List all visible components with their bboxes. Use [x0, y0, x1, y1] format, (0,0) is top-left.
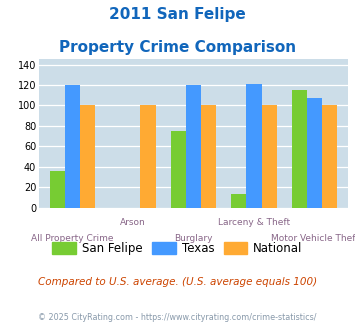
Bar — [141, 106, 155, 208]
Text: Compared to U.S. average. (U.S. average equals 100): Compared to U.S. average. (U.S. average … — [38, 277, 317, 287]
Bar — [186, 85, 201, 208]
Text: Arson: Arson — [120, 218, 146, 227]
Text: Property Crime Comparison: Property Crime Comparison — [59, 40, 296, 54]
Bar — [262, 106, 277, 208]
Bar — [171, 131, 186, 208]
Bar — [292, 90, 307, 208]
Bar — [80, 106, 95, 208]
Bar — [50, 171, 65, 208]
Bar — [231, 194, 246, 208]
Legend: San Felipe, Texas, National: San Felipe, Texas, National — [48, 237, 307, 259]
Text: Larceny & Theft: Larceny & Theft — [218, 218, 290, 227]
Bar — [307, 98, 322, 208]
Bar — [322, 106, 337, 208]
Bar — [201, 106, 216, 208]
Text: © 2025 CityRating.com - https://www.cityrating.com/crime-statistics/: © 2025 CityRating.com - https://www.city… — [38, 314, 317, 322]
Text: Burglary: Burglary — [174, 234, 213, 243]
Bar — [246, 84, 262, 208]
Text: Motor Vehicle Theft: Motor Vehicle Theft — [271, 234, 355, 243]
Text: 2011 San Felipe: 2011 San Felipe — [109, 7, 246, 21]
Bar — [65, 85, 80, 208]
Text: All Property Crime: All Property Crime — [31, 234, 114, 243]
